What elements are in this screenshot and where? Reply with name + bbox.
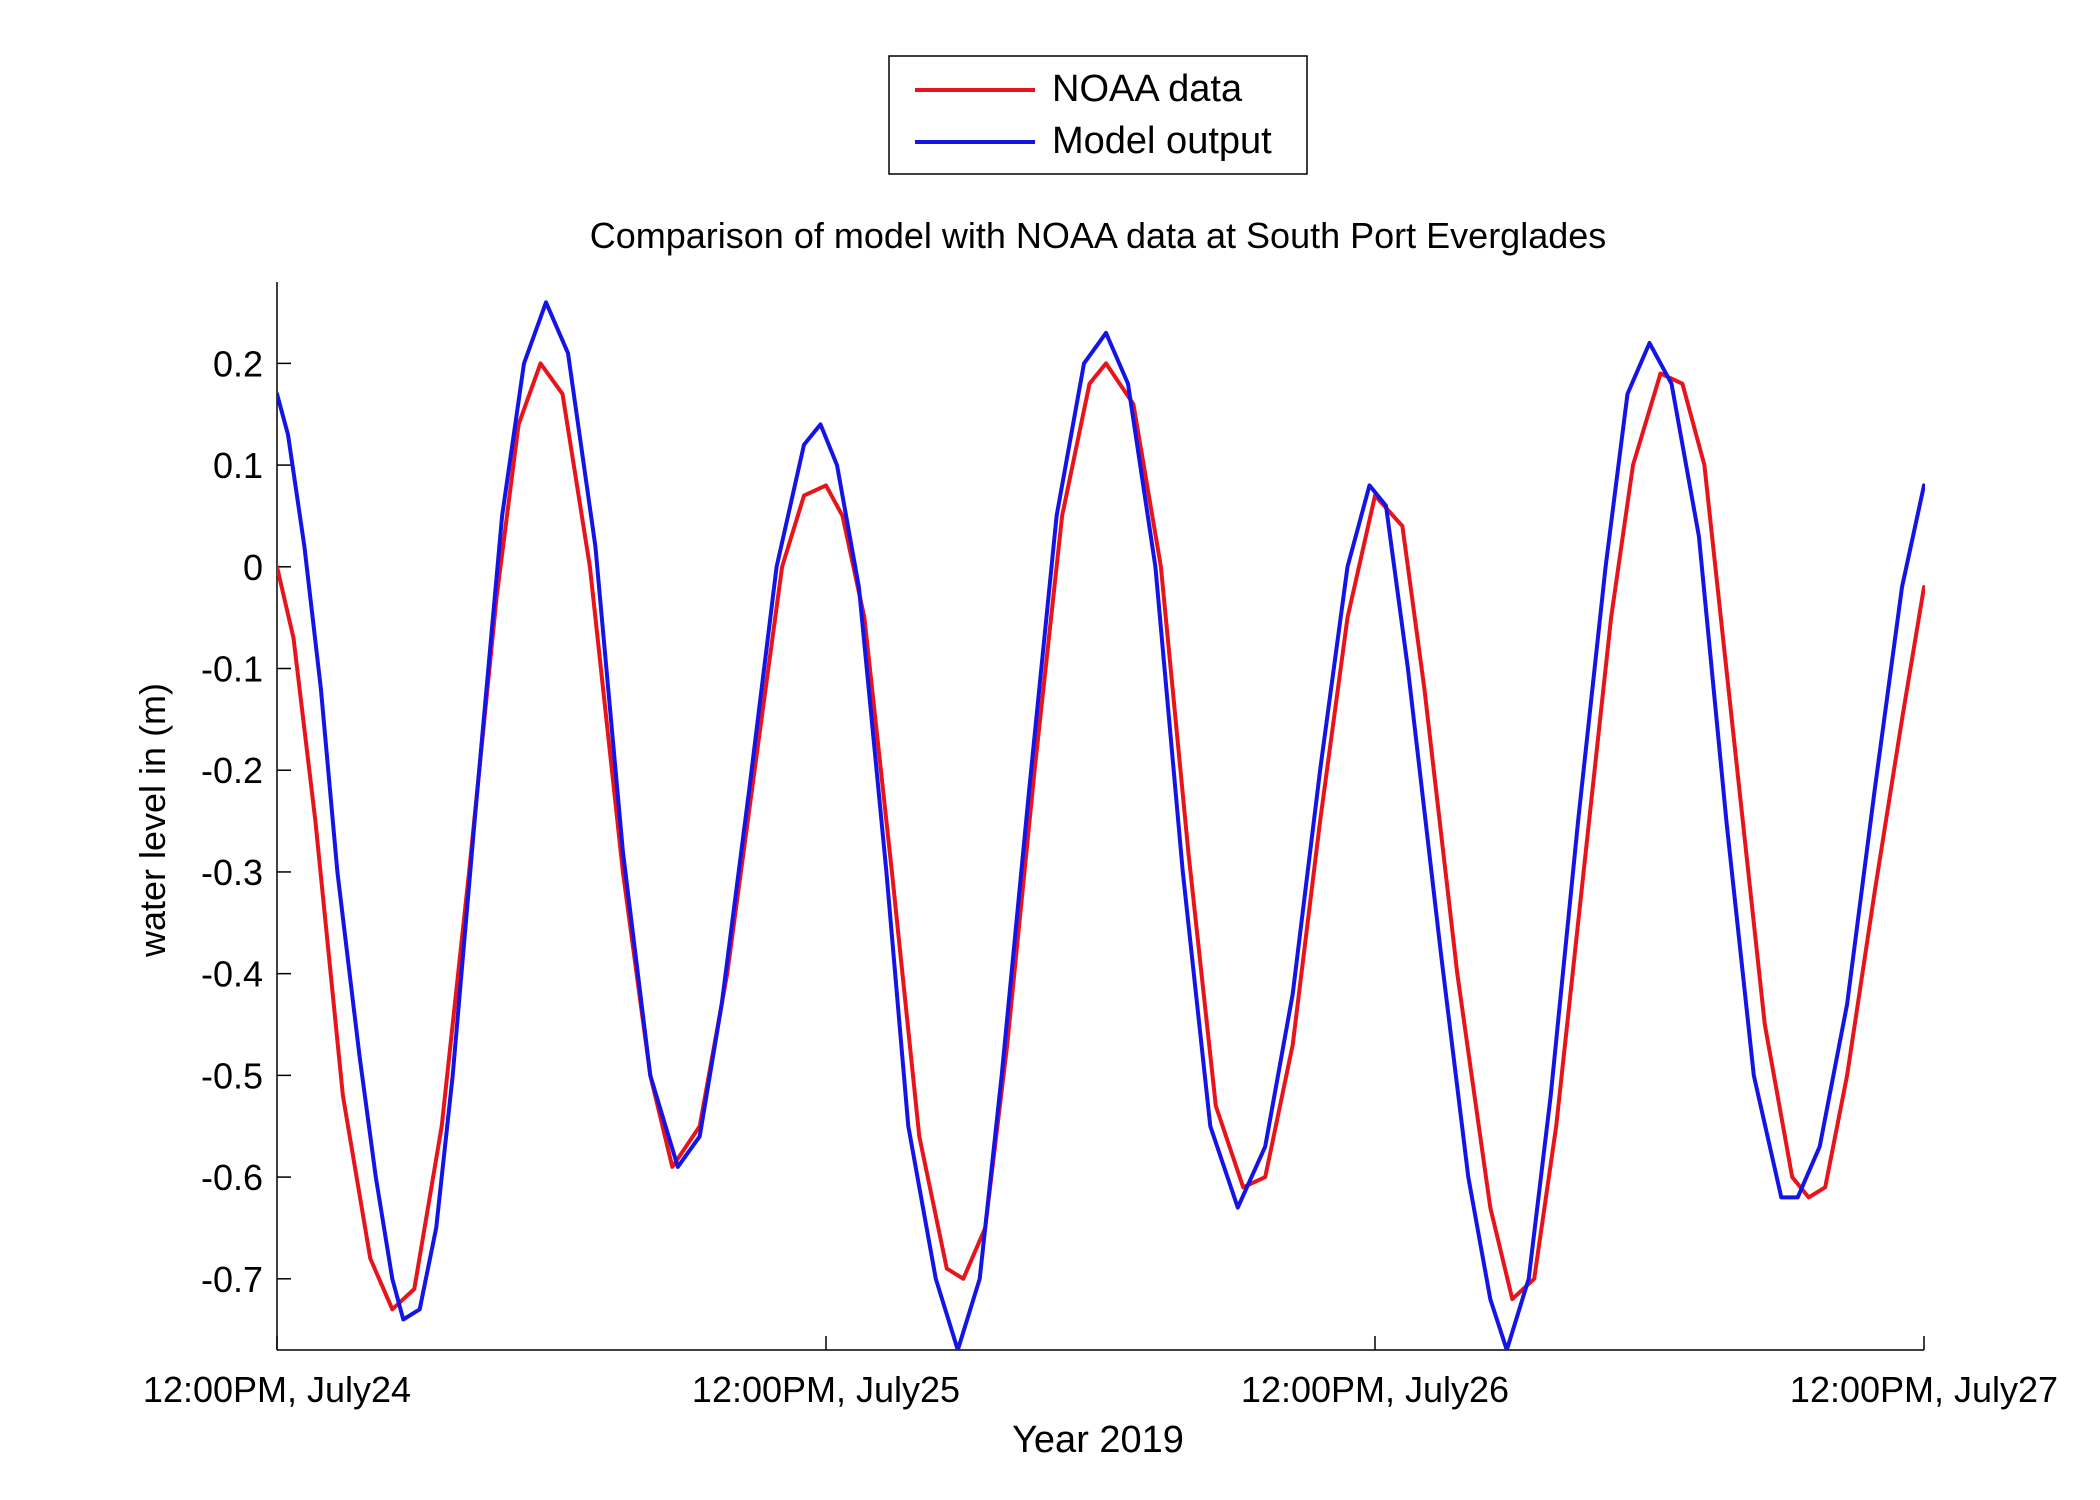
series-line-1 bbox=[277, 300, 1925, 1350]
y-tick-label: -0.2 bbox=[201, 750, 263, 791]
legend: NOAA data Model output bbox=[888, 55, 1308, 175]
y-tick-label: 0 bbox=[243, 547, 263, 588]
y-tick-label: 0.2 bbox=[213, 343, 263, 384]
y-tick-label: -0.6 bbox=[201, 1157, 263, 1198]
x-tick-label: 12:00PM, July26 bbox=[1241, 1369, 1509, 1410]
legend-label-model: Model output bbox=[1052, 120, 1272, 162]
y-tick-label: -0.4 bbox=[201, 954, 263, 995]
x-tick-label: 12:00PM, July25 bbox=[692, 1369, 960, 1410]
x-ticks: 12:00PM, July24 12:00PM, July25 12:00PM, J… bbox=[143, 1336, 2058, 1410]
chart-title: Comparison of model with NOAA data at So… bbox=[590, 215, 1607, 256]
y-tick-label: -0.7 bbox=[201, 1259, 263, 1300]
series-line-0 bbox=[277, 361, 1925, 1312]
y-tick-label: 0.1 bbox=[213, 445, 263, 486]
series-layer bbox=[277, 300, 1925, 1350]
y-axis-label: water level in (m) bbox=[132, 683, 173, 958]
y-tick-label: -0.1 bbox=[201, 649, 263, 690]
x-tick-label: 12:00PM, July24 bbox=[143, 1369, 411, 1410]
x-axis-label: Year 2019 bbox=[1012, 1419, 1184, 1461]
x-tick-label: 12:00PM, July27 bbox=[1790, 1369, 2058, 1410]
y-tick-label: -0.5 bbox=[201, 1055, 263, 1096]
y-tick-label: -0.3 bbox=[201, 852, 263, 893]
legend-box bbox=[888, 55, 1308, 175]
y-ticks: 0.2 0.1 0 -0.1 -0.2 -0.3 -0.4 -0.5 -0.6 -0.7 bbox=[201, 343, 291, 1300]
axes bbox=[276, 282, 1924, 1351]
legend-label-noaa: NOAA data bbox=[1052, 68, 1243, 110]
